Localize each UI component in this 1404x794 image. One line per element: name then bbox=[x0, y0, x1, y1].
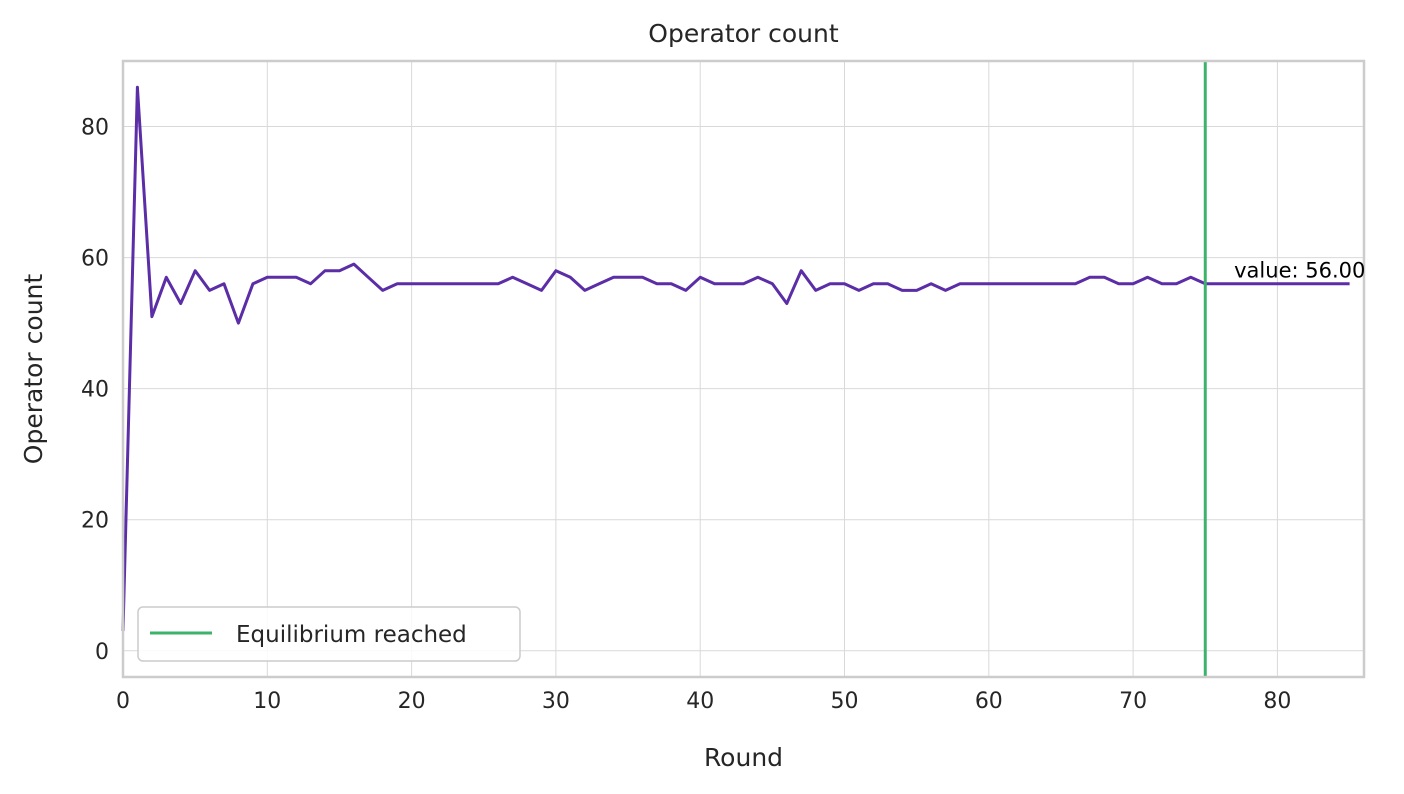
x-tick-label: 0 bbox=[116, 689, 130, 714]
x-tick-label: 50 bbox=[831, 689, 859, 714]
y-tick-label: 60 bbox=[81, 247, 109, 272]
x-tick-label: 30 bbox=[542, 689, 570, 714]
x-tick-label: 40 bbox=[686, 689, 714, 714]
y-tick-label: 40 bbox=[81, 378, 109, 403]
plot-area bbox=[121, 61, 1350, 677]
chart-title: Operator count bbox=[648, 19, 839, 48]
tick-labels: 0 10 20 30 40 50 60 70 80 0 20 40 60 80 bbox=[81, 116, 1291, 714]
legend-label-equilibrium: Equilibrium reached bbox=[236, 622, 467, 648]
x-tick-label: 80 bbox=[1263, 689, 1291, 714]
grid-lines bbox=[122, 61, 1364, 677]
series-line bbox=[121, 85, 1350, 632]
x-axis-label: Round bbox=[704, 743, 783, 772]
y-tick-label: 20 bbox=[81, 509, 109, 534]
value-annotation: value: 56.00 bbox=[1234, 259, 1365, 283]
x-tick-label: 60 bbox=[975, 689, 1003, 714]
x-tick-label: 20 bbox=[398, 689, 426, 714]
x-tick-label: 10 bbox=[253, 689, 281, 714]
legend-box bbox=[137, 606, 521, 662]
legend: Equilibrium reached bbox=[137, 606, 521, 662]
y-axis-label: Operator count bbox=[19, 274, 48, 465]
y-tick-label: 80 bbox=[81, 116, 109, 141]
plot-frame bbox=[121, 59, 1366, 679]
x-tick-label: 70 bbox=[1119, 689, 1147, 714]
y-tick-label: 0 bbox=[95, 640, 109, 665]
